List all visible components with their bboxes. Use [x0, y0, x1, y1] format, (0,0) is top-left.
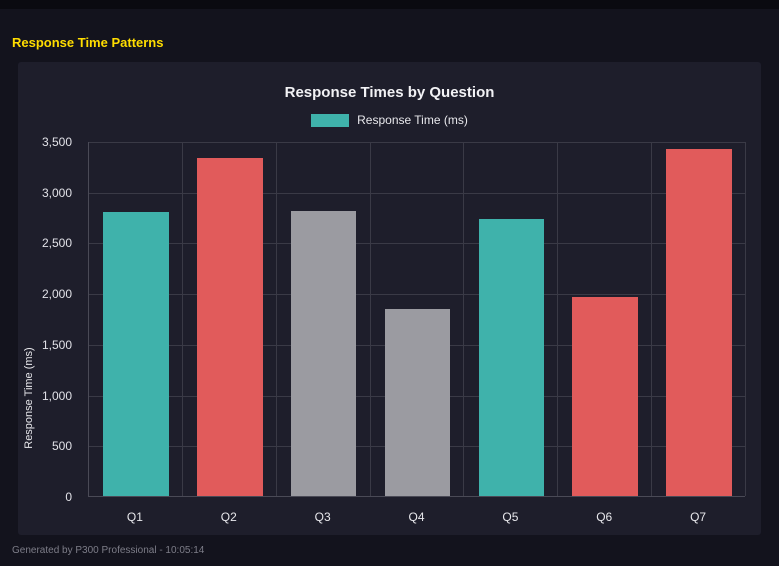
x-axis: Q1 Q2 Q3 Q4 Q5 Q6 Q7 — [88, 510, 745, 524]
bar-q4 — [384, 309, 451, 496]
y-tick-label: 2,500 — [41, 236, 72, 251]
y-axis: Response Time (ms) 0 500 1,000 1,500 2,000 2,… — [18, 135, 80, 504]
y-tick-label: 1,500 — [41, 337, 72, 352]
x-tick-label: Q3 — [314, 510, 331, 524]
legend-swatch — [311, 113, 350, 127]
grid-line-v — [651, 142, 653, 496]
grid-line-h — [89, 243, 745, 245]
grid-line-v — [275, 142, 277, 496]
bar-q6 — [572, 297, 639, 496]
chart-panel: Response Times by Question Response Time… — [18, 62, 761, 535]
bar-q3 — [290, 211, 357, 496]
y-tick-label: 3,000 — [41, 185, 72, 200]
x-tick-label: Q1 — [126, 510, 143, 524]
grid-line-h — [89, 294, 745, 296]
grid-line-v — [557, 142, 559, 496]
y-tick-label: 0 — [65, 490, 72, 504]
x-tick-label: Q7 — [690, 510, 707, 524]
legend-item-response-time[interactable]: Response Time (ms) — [311, 113, 468, 127]
x-tick-label: Q4 — [408, 510, 425, 524]
bar-q1 — [103, 212, 169, 496]
bar-q5 — [478, 219, 545, 496]
plot-area — [88, 142, 746, 497]
grid-line-v — [463, 142, 465, 496]
bar-q2 — [196, 158, 263, 496]
y-axis-title: Response Time (ms) — [23, 347, 35, 449]
chart-legend: Response Time (ms) — [18, 113, 761, 127]
grid-line-v — [369, 142, 371, 496]
footer-note: Generated by P300 Professional - 10:05:1… — [12, 545, 205, 556]
x-tick-label: Q2 — [220, 510, 237, 524]
y-tick-label: 500 — [51, 439, 72, 454]
grid-line-h — [89, 192, 745, 194]
y-tick-label: 3,500 — [41, 135, 72, 149]
chart-title: Response Times by Question — [284, 84, 495, 101]
x-tick-label: Q6 — [596, 510, 613, 524]
top-strip — [0, 0, 779, 9]
bar-q7 — [666, 149, 732, 496]
x-tick-label: Q5 — [502, 510, 519, 524]
grid-line-v — [745, 142, 746, 496]
page-title: Response Time Patterns — [12, 35, 164, 50]
grid-line-h — [89, 142, 745, 143]
legend-label: Response Time (ms) — [357, 113, 468, 127]
y-tick-label: 1,000 — [41, 388, 72, 403]
grid-line-v — [181, 142, 183, 496]
y-tick-label: 2,000 — [41, 287, 72, 302]
